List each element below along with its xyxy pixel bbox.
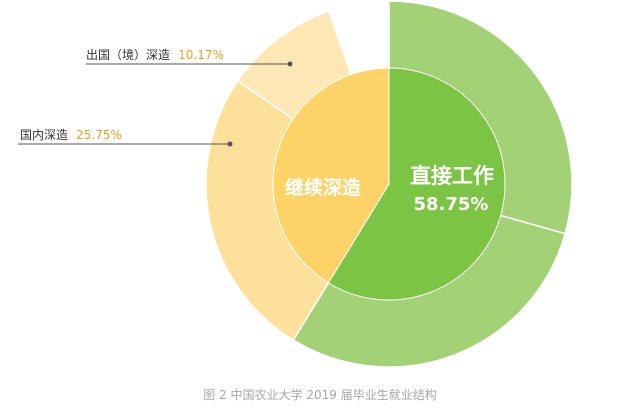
label-overseas-name: 出国（境）深造 (86, 47, 170, 62)
figure-caption: 图 2 中国农业大学 2019 届毕业生就业结构 (203, 387, 436, 402)
leader-dot-overseas (287, 61, 293, 67)
label-work-pct: 58.75% (414, 194, 489, 215)
leader-overseas: 出国（境）深造 10.17% (86, 44, 293, 67)
leader-dot-domestic (227, 141, 233, 147)
inner-slice-further-study (272, 67, 390, 284)
label-further-study: 继续深造 (285, 176, 362, 199)
inner-slice-work (327, 67, 506, 301)
label-work: 直接工作 (410, 164, 494, 188)
label-domestic-name: 国内深造 (20, 128, 68, 142)
label-domestic-pct: 25.75% (76, 128, 122, 142)
leader-domestic: 国内深造 25.75% (18, 124, 233, 147)
label-domestic: 国内深造 25.75% (20, 124, 122, 143)
label-overseas-pct: 10.17% (178, 48, 224, 62)
inner-ring (272, 67, 506, 301)
label-overseas: 出国（境）深造 10.17% (86, 44, 224, 63)
